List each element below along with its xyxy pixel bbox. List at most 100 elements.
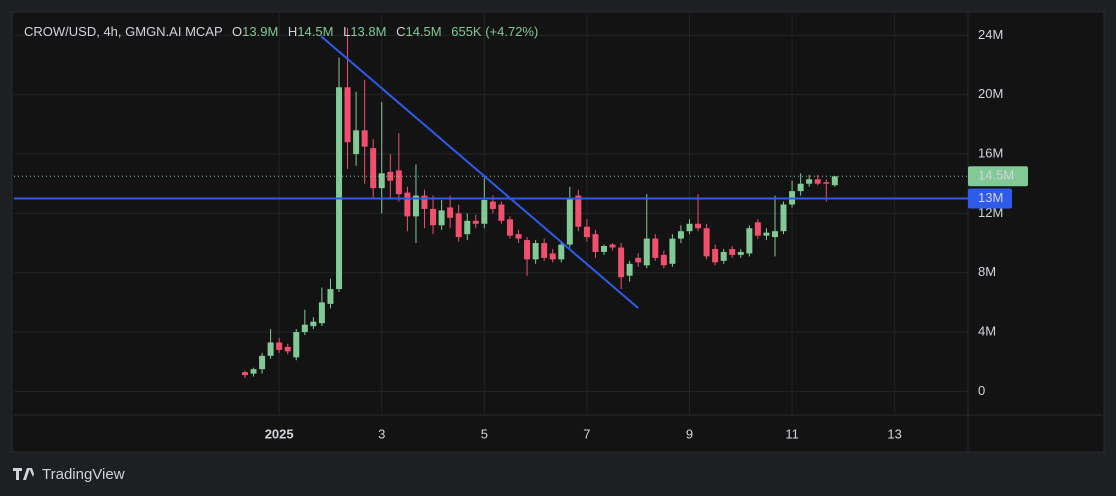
candle-body bbox=[549, 253, 556, 260]
candle-body bbox=[455, 213, 462, 238]
horizontal-line-box bbox=[968, 188, 1012, 209]
candle-body bbox=[771, 231, 778, 238]
candle-body bbox=[831, 176, 838, 186]
candle-body bbox=[635, 257, 642, 263]
candle-body bbox=[643, 238, 650, 266]
candle-body bbox=[532, 243, 539, 260]
candle-body bbox=[353, 130, 360, 155]
y-tick-label: 16M bbox=[978, 145, 1003, 160]
candle-body bbox=[472, 220, 479, 224]
candle-body bbox=[378, 173, 385, 189]
candle-body bbox=[361, 130, 368, 147]
candle-body bbox=[814, 179, 821, 184]
candle-body bbox=[498, 204, 505, 221]
change: 655K (+4.72%) bbox=[451, 24, 538, 39]
candle-body bbox=[780, 204, 787, 232]
candle-body bbox=[806, 179, 813, 184]
candle-body bbox=[609, 244, 616, 248]
candle-body bbox=[737, 251, 744, 255]
candle-body bbox=[284, 346, 291, 352]
candle-body bbox=[276, 342, 283, 350]
candle-body bbox=[592, 234, 599, 252]
candle-body bbox=[729, 248, 736, 255]
x-tick-label: 11 bbox=[785, 426, 799, 441]
ohlc-value: 14.5M bbox=[405, 24, 441, 39]
candle-body bbox=[823, 182, 830, 184]
candle-body bbox=[464, 220, 471, 235]
candle-body bbox=[336, 87, 343, 290]
candle-body bbox=[515, 234, 522, 239]
candle-body bbox=[618, 247, 625, 278]
x-tick-label: 3 bbox=[378, 426, 385, 441]
candle-body bbox=[686, 223, 693, 232]
trend-line bbox=[320, 35, 639, 309]
candle-body bbox=[395, 170, 402, 195]
last-price-label: 14.5M bbox=[978, 168, 1014, 183]
brand-name: TradingView bbox=[42, 466, 125, 483]
annotations: 14.5M 13M bbox=[14, 35, 1028, 309]
y-tick-label: 8M bbox=[978, 264, 996, 279]
ohlc-value: 14.5M bbox=[297, 24, 333, 39]
candle-body bbox=[430, 208, 437, 226]
candle-body bbox=[293, 332, 300, 358]
grid: 0 4M 8M 12M 16M 20M 24M 2025 3 5 7 9 11 13 bbox=[14, 14, 1003, 441]
candle-body bbox=[481, 200, 488, 224]
candle-body bbox=[344, 87, 351, 143]
candle-body bbox=[703, 228, 710, 257]
candle-body bbox=[677, 231, 684, 239]
header: CROW/USD, 4h, GMGN.AI MCAP O13.9M H14.5M… bbox=[24, 24, 538, 39]
candle-body bbox=[712, 248, 719, 263]
candle-body bbox=[583, 226, 590, 238]
candle-body bbox=[669, 238, 676, 264]
ohlc-value: 13.9M bbox=[242, 24, 278, 39]
candle-body bbox=[506, 219, 513, 236]
candle-body bbox=[524, 240, 531, 260]
y-tick-label: 24M bbox=[978, 27, 1003, 42]
x-tick-label: 2025 bbox=[265, 426, 294, 441]
candle-body bbox=[720, 251, 727, 261]
logo: TradingView bbox=[13, 466, 125, 483]
candle-body bbox=[566, 198, 573, 245]
candle-body bbox=[318, 302, 325, 324]
candle-body bbox=[660, 254, 667, 266]
marks bbox=[241, 27, 838, 379]
candle-body bbox=[626, 263, 633, 276]
x-tick-label: 13 bbox=[887, 426, 901, 441]
ohlc-value: 13.8M bbox=[350, 24, 386, 39]
horizontal-line-label: 13M bbox=[978, 190, 1003, 205]
x-tick-label: 9 bbox=[686, 426, 693, 441]
candle-body bbox=[310, 321, 317, 327]
candle-body bbox=[412, 195, 419, 217]
ohlc-key: H bbox=[288, 24, 297, 39]
candle-body bbox=[421, 195, 428, 209]
candle-body bbox=[241, 372, 248, 376]
candle-body bbox=[600, 246, 607, 252]
candle-body bbox=[763, 232, 770, 236]
candle-body bbox=[754, 222, 761, 236]
candle-body bbox=[746, 228, 753, 254]
ohlc-key: O bbox=[232, 24, 242, 39]
x-tick-label: 7 bbox=[583, 426, 590, 441]
last-price-box bbox=[968, 166, 1028, 187]
candle-body bbox=[652, 238, 659, 258]
ohlc-key: C bbox=[396, 24, 405, 39]
y-tick-label: 12M bbox=[978, 205, 1003, 220]
candle-body bbox=[558, 244, 565, 260]
chart-panel bbox=[11, 11, 1105, 453]
y-tick-label: 0 bbox=[978, 383, 985, 398]
candle-body bbox=[259, 355, 266, 370]
candle-body bbox=[250, 369, 257, 374]
candle-body bbox=[370, 148, 377, 189]
candle-body bbox=[301, 324, 308, 333]
candle-body bbox=[447, 207, 454, 218]
candle-body bbox=[695, 223, 702, 229]
y-tick-label: 4M bbox=[978, 324, 996, 339]
candle-body bbox=[489, 201, 496, 209]
candle-body bbox=[797, 183, 804, 192]
candle-body bbox=[575, 195, 582, 227]
y-tick-label: 20M bbox=[978, 86, 1003, 101]
candle-body bbox=[438, 210, 445, 226]
candle-body bbox=[541, 243, 548, 258]
x-tick-label: 5 bbox=[481, 426, 488, 441]
